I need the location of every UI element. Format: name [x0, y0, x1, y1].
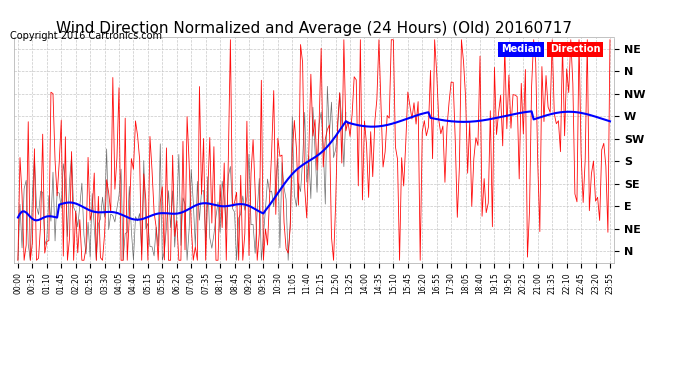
Text: Direction: Direction: [550, 44, 600, 54]
Title: Wind Direction Normalized and Average (24 Hours) (Old) 20160717: Wind Direction Normalized and Average (2…: [56, 21, 572, 36]
Text: Median: Median: [501, 44, 541, 54]
Text: Copyright 2016 Cartronics.com: Copyright 2016 Cartronics.com: [10, 32, 162, 41]
